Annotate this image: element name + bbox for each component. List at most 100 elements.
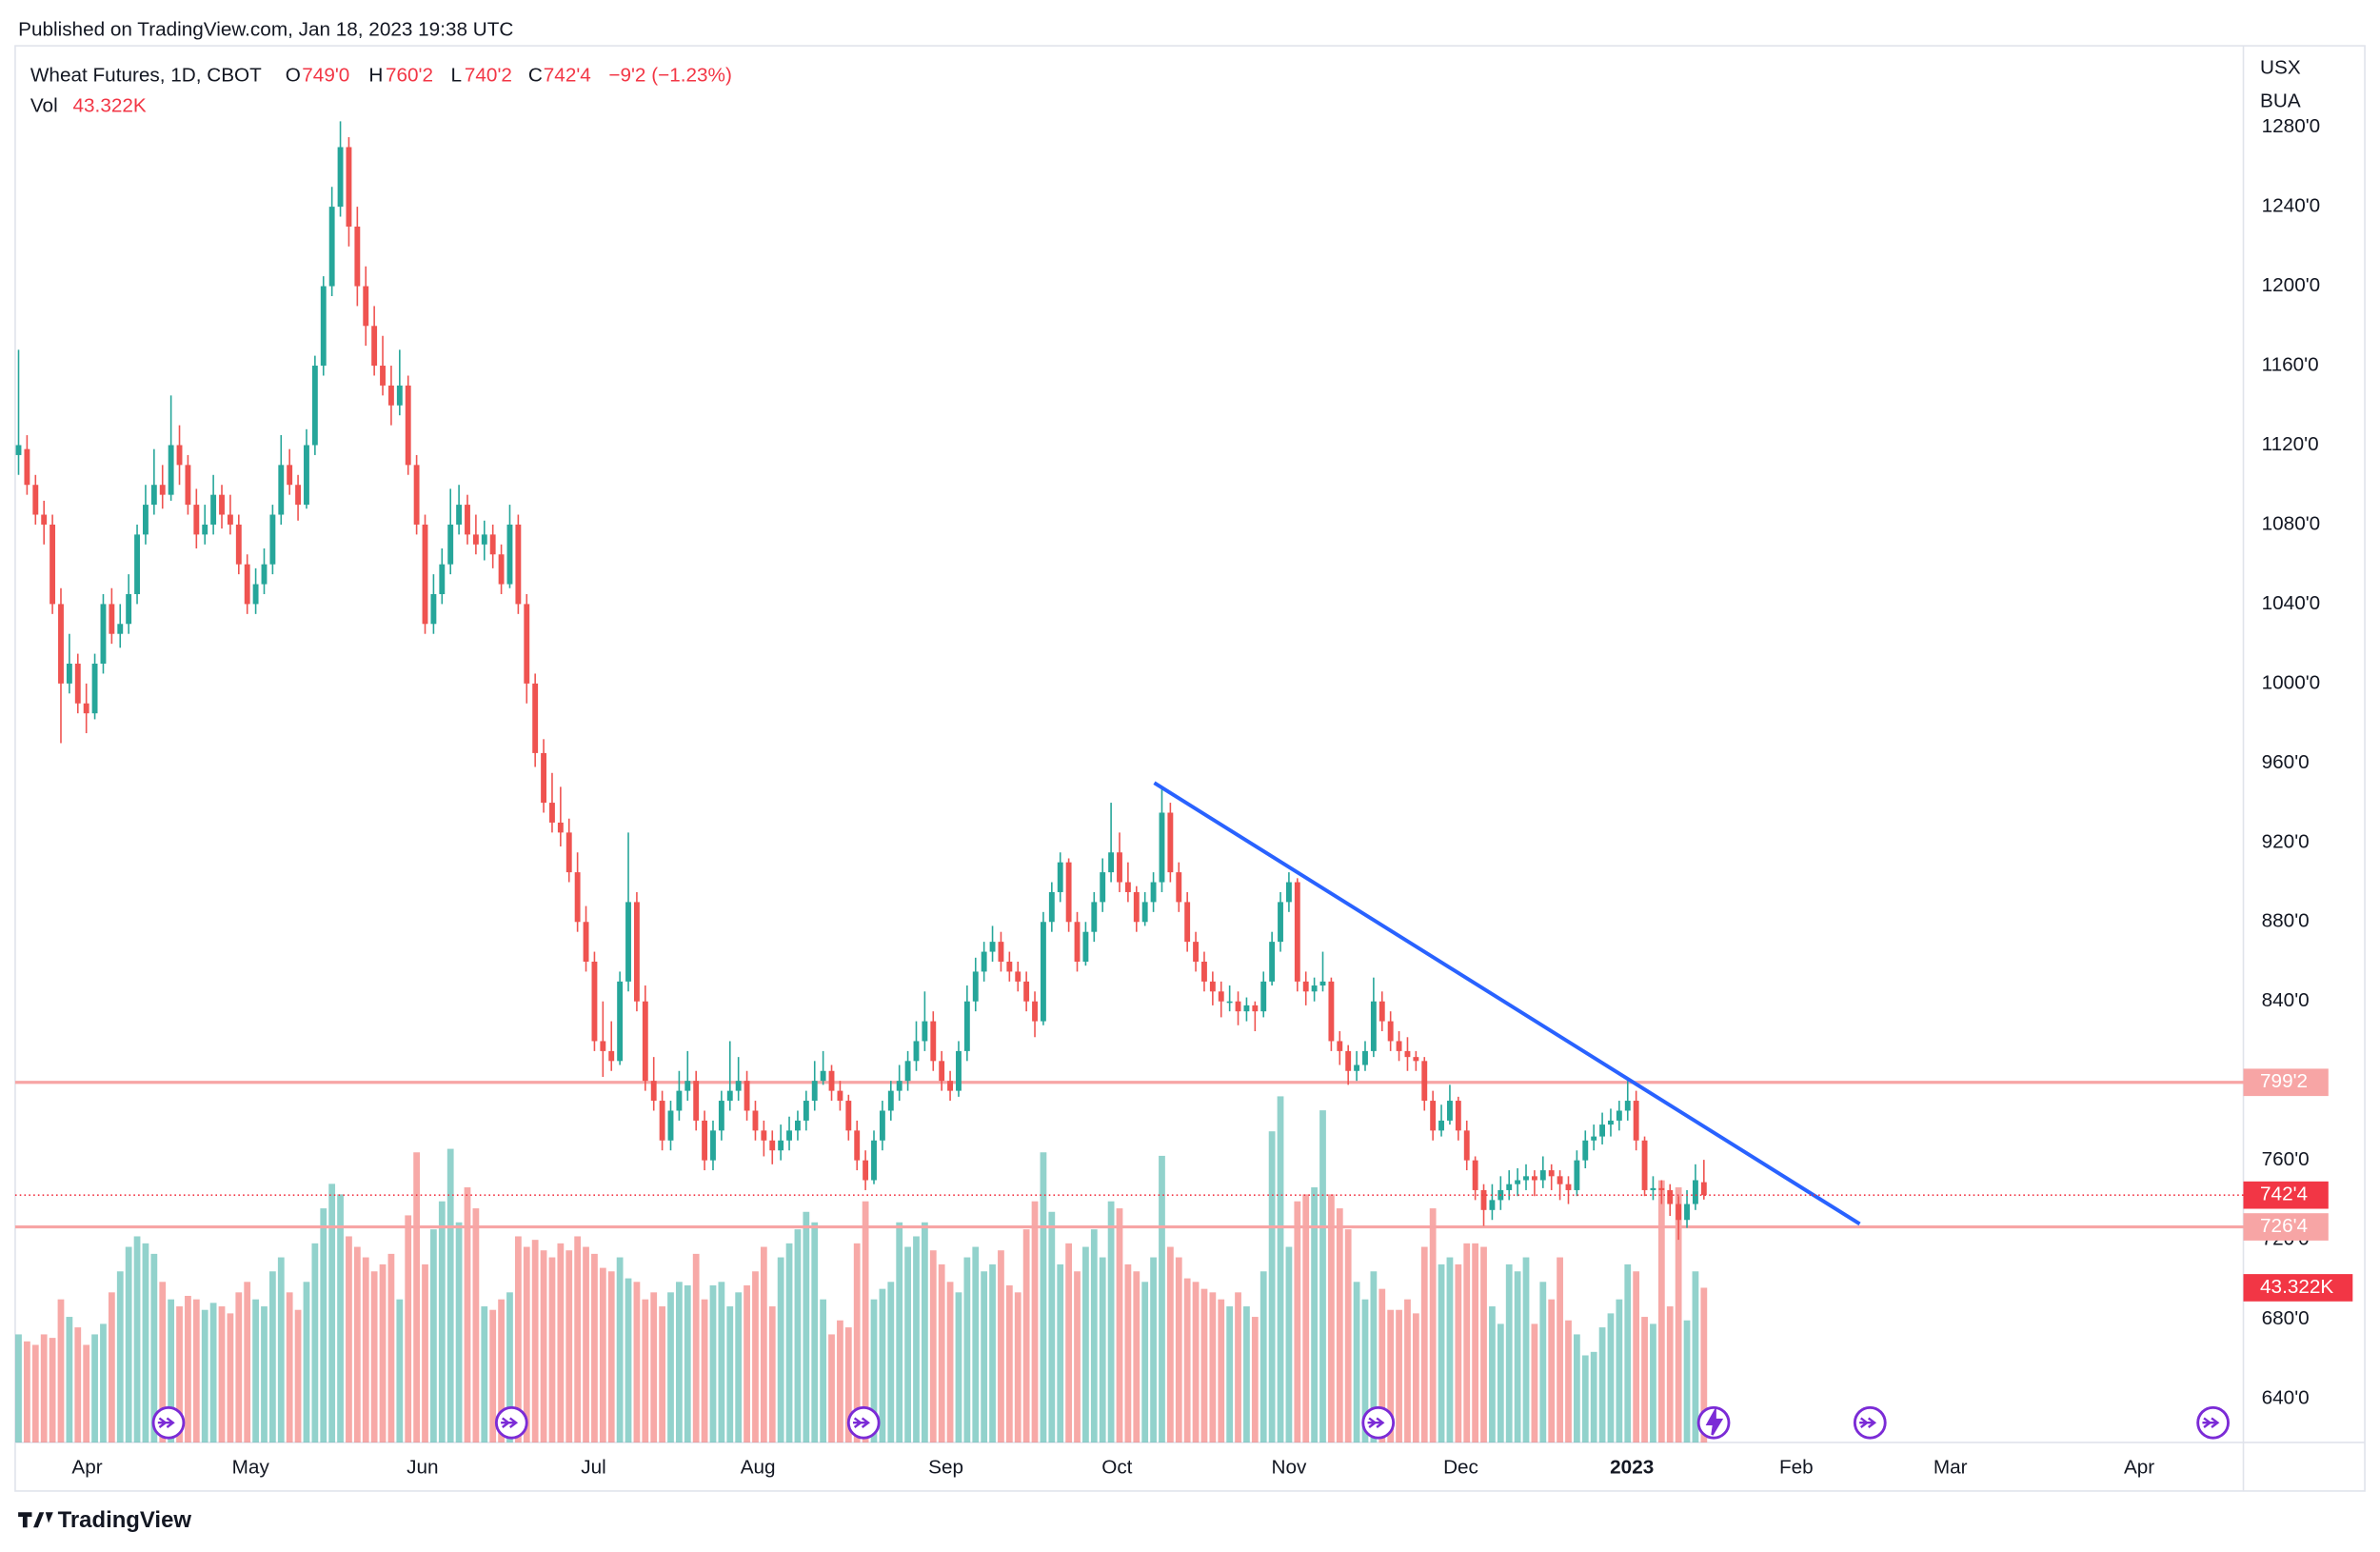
volume-bar	[565, 1250, 573, 1443]
candle-body	[845, 1101, 852, 1131]
candle-body	[295, 485, 302, 506]
legend-key: Vol	[30, 94, 58, 116]
candle-body	[15, 445, 22, 455]
volume-bar	[185, 1295, 191, 1443]
volume-bar	[989, 1263, 996, 1443]
candle-body	[193, 505, 200, 535]
candle-body	[1413, 1057, 1419, 1062]
volume-bar	[929, 1250, 937, 1443]
unit: BUA	[2260, 90, 2301, 112]
candle-body	[354, 226, 361, 287]
candle-body	[963, 1001, 970, 1051]
candle-body	[608, 1050, 615, 1062]
x-tick-label: Jul	[581, 1457, 606, 1479]
volume-bar	[1522, 1257, 1530, 1443]
candle-body	[871, 1140, 877, 1181]
candle-body	[1311, 985, 1318, 992]
candle-body	[1176, 872, 1182, 903]
volume-bar	[1531, 1323, 1538, 1443]
candle-body	[565, 832, 572, 873]
volume-bar	[40, 1334, 48, 1443]
candle-body	[1455, 1101, 1461, 1131]
volume-bar	[744, 1284, 750, 1443]
volume-bar	[684, 1284, 691, 1443]
candle-body	[1616, 1110, 1622, 1121]
candle-body	[337, 147, 344, 208]
candle-body	[803, 1101, 809, 1121]
candle-body	[828, 1070, 835, 1091]
candle-body	[91, 664, 98, 714]
volume-bar	[1429, 1208, 1437, 1443]
event-icon	[501, 1417, 519, 1428]
candle-body	[269, 514, 276, 565]
volume-bar	[650, 1292, 658, 1443]
x-tick-label: Aug	[741, 1457, 776, 1479]
candle-body	[1209, 981, 1216, 992]
volume-bar	[498, 1299, 505, 1443]
volume-bar	[1361, 1299, 1369, 1443]
volume-bar	[244, 1282, 251, 1443]
y-tick-label: 840'0	[2262, 989, 2310, 1011]
volume-bar	[1116, 1208, 1123, 1443]
candle-body	[1260, 981, 1267, 1012]
candle-body	[1218, 991, 1224, 1002]
candle-body	[74, 664, 81, 704]
volume-bar	[1396, 1309, 1402, 1443]
volume-bar	[387, 1253, 395, 1443]
candle-body	[1362, 1050, 1368, 1065]
volume-bar	[853, 1243, 861, 1443]
candle-body	[159, 485, 166, 495]
y-tick-label: 1200'0	[2262, 274, 2321, 296]
candle-body	[1057, 862, 1063, 892]
candle-body	[1370, 1001, 1377, 1051]
event-markers	[151, 1405, 2230, 1440]
candle-body	[650, 1081, 657, 1102]
volume-bar	[1124, 1263, 1132, 1443]
candle-body	[557, 822, 564, 833]
candle-body	[549, 803, 555, 823]
candle-body	[1700, 1182, 1707, 1196]
candle-body	[972, 971, 979, 1002]
volume-bar	[1150, 1257, 1157, 1443]
y-tick-label: 960'0	[2262, 751, 2310, 773]
candle-body	[320, 286, 327, 367]
candle-body	[1032, 1001, 1038, 1022]
volume-bar	[642, 1299, 649, 1443]
volume-bar	[1692, 1271, 1699, 1443]
volume-bar	[15, 1334, 22, 1443]
volume-bar	[785, 1243, 793, 1443]
candle-body	[1269, 942, 1276, 982]
volume-bar	[1192, 1282, 1200, 1443]
volume-bar	[1235, 1292, 1241, 1443]
volume-bar	[718, 1282, 725, 1443]
volume-bar	[1539, 1282, 1547, 1443]
candle-body	[1608, 1120, 1614, 1125]
candle-body	[1531, 1176, 1537, 1181]
event-icon	[1705, 1405, 1724, 1436]
volume-bar	[1446, 1257, 1454, 1443]
candle-body	[1684, 1204, 1690, 1221]
volume-bar	[998, 1250, 1004, 1443]
volume-bar	[1218, 1299, 1225, 1443]
volume-bar	[1175, 1257, 1182, 1443]
candle-body	[710, 1130, 716, 1161]
volume-bar	[1251, 1317, 1259, 1443]
price-lines	[14, 1081, 2244, 1229]
volume-bar	[346, 1236, 352, 1443]
candle-body	[311, 366, 318, 446]
volume-bar	[311, 1243, 319, 1443]
candle-body	[83, 703, 89, 714]
axes: 640'0680'0720'0760'0800'0840'0880'0920'0…	[71, 115, 2353, 1479]
volume-bar	[337, 1194, 344, 1443]
candle-body	[981, 951, 987, 972]
volume-bar	[1328, 1194, 1335, 1443]
volume-bar	[1370, 1271, 1378, 1443]
volume-bar	[472, 1208, 480, 1443]
candle-body	[702, 1120, 708, 1161]
legend-value: 740'2	[465, 64, 512, 86]
y-tick-label: 1120'0	[2262, 433, 2319, 455]
volume-bar	[422, 1263, 428, 1443]
volume-bar	[192, 1299, 200, 1443]
y-tick-label: 1000'0	[2262, 671, 2321, 693]
